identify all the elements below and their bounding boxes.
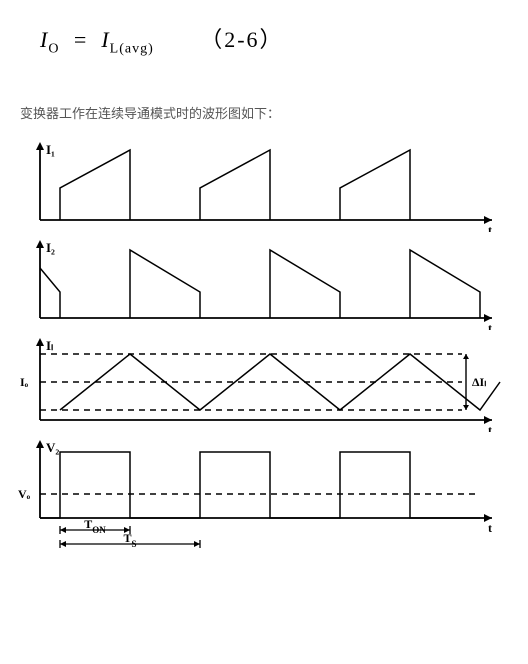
eq-rhs-var: I — [101, 27, 109, 52]
panel-i2: I₂ t — [16, 238, 512, 330]
eq-lhs-sub: O — [48, 41, 59, 56]
svg-text:Iₒ: Iₒ — [20, 375, 29, 389]
svg-text:V₂: V₂ — [46, 440, 59, 455]
svg-text:I₁: I₁ — [46, 142, 55, 157]
svg-text:TON: TON — [84, 517, 106, 535]
svg-text:Iₗ: Iₗ — [46, 338, 53, 353]
svg-text:I₂: I₂ — [46, 240, 55, 255]
equation-number: （2-6） — [200, 22, 283, 54]
svg-text:Vₒ: Vₒ — [18, 487, 31, 501]
panel-i1: I₁ t — [16, 140, 512, 232]
svg-text:TS: TS — [123, 531, 136, 548]
equation: IO = IL(avg) （2-6） — [16, 16, 512, 63]
caption: 变换器工作在连续导通模式时的波形图如下： — [20, 103, 512, 122]
svg-text:t: t — [488, 223, 492, 232]
svg-text:ΔIₗ: ΔIₗ — [472, 375, 486, 389]
svg-text:t: t — [488, 423, 492, 432]
svg-text:t: t — [488, 321, 492, 330]
panel-v2: V₂ t Vₒ TON TS — [16, 438, 512, 548]
svg-text:t: t — [488, 521, 492, 535]
eq-rhs-sub: L(avg) — [110, 41, 154, 56]
panel-il: Iₗ t Iₒ ΔIₗ — [16, 336, 512, 432]
